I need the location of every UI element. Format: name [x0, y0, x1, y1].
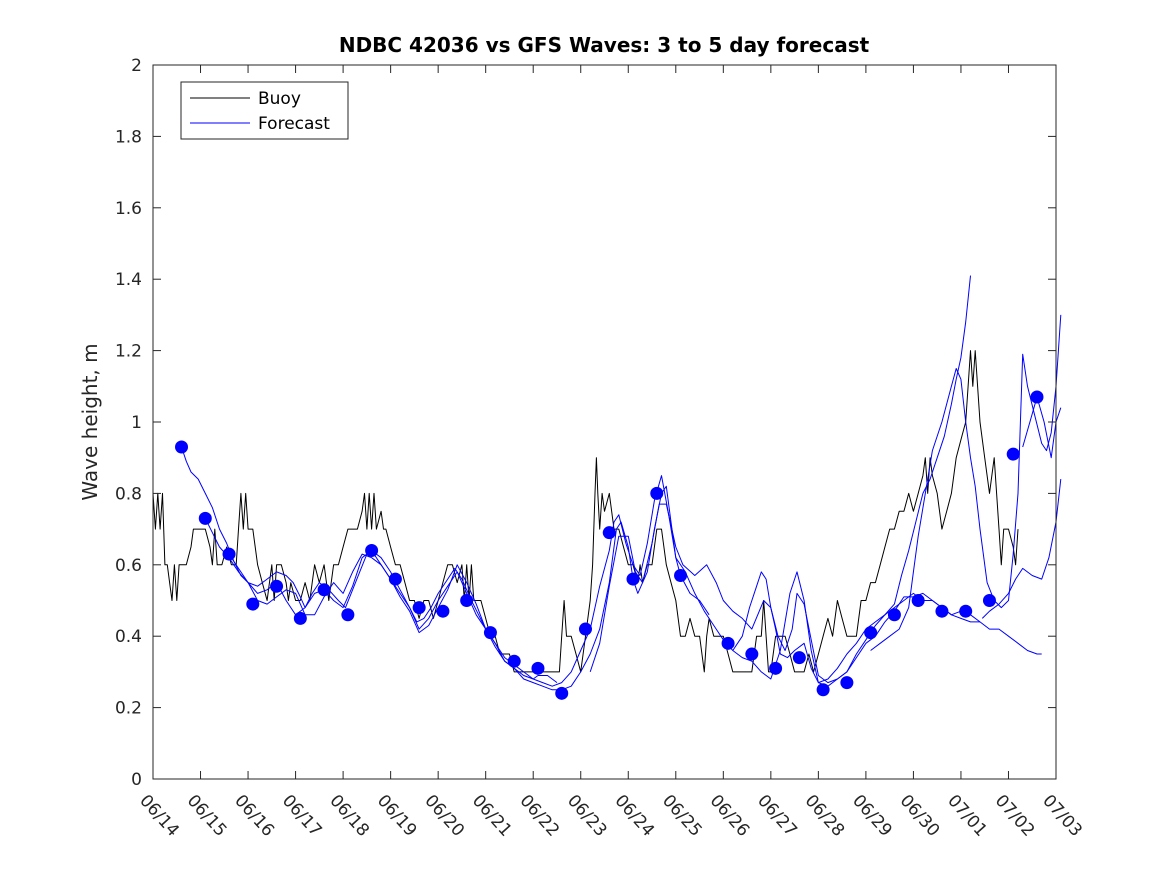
- y-tick-label: 0.2: [115, 699, 142, 719]
- forecast-marker-point: [626, 572, 640, 586]
- legend-label-forecast: Forecast: [258, 114, 330, 134]
- x-tick-label: 06/30: [896, 791, 944, 841]
- forecast-marker-point: [816, 683, 830, 697]
- x-tick-label: 06/27: [753, 791, 801, 841]
- forecast-marker-point: [602, 526, 616, 540]
- forecast-marker-point: [840, 676, 854, 690]
- forecast-marker-point: [246, 597, 260, 611]
- buoy-series-line: [152, 350, 1019, 673]
- forecast-marker-point: [769, 661, 783, 675]
- forecast-marker-point: [412, 601, 426, 615]
- forecast-marker-point: [721, 636, 735, 650]
- forecast-series-line: [204, 485, 710, 691]
- y-tick-label: 1.4: [115, 270, 142, 290]
- forecast-marker-point: [864, 626, 878, 640]
- y-tick-label: 0.6: [115, 556, 142, 576]
- x-tick-label: 06/24: [611, 791, 659, 841]
- forecast-marker-point: [911, 594, 925, 607]
- x-tick-label: 06/23: [563, 791, 611, 841]
- y-tick-label: 2: [131, 56, 142, 76]
- legend: Buoy Forecast: [180, 81, 349, 140]
- x-tick-label: 06/22: [515, 791, 563, 841]
- y-tick-label: 1.6: [115, 199, 142, 219]
- x-tick-label: 06/20: [420, 791, 468, 841]
- forecast-marker-point: [792, 651, 806, 665]
- y-tick-label: 0.4: [115, 627, 142, 647]
- y-axis: 0 0.2 0.4 0.6 0.8 1 1.2 1.4 1.6 1.8 2: [115, 56, 1056, 790]
- x-tick-label: 06/18: [325, 791, 373, 841]
- forecast-marker-point: [341, 608, 355, 622]
- x-tick-label: 06/26: [706, 791, 754, 841]
- x-tick-label: 06/15: [183, 791, 231, 841]
- x-tick-label: 07/02: [991, 791, 1039, 841]
- forecast-series-line: [870, 314, 1062, 651]
- x-tick-label: 06/29: [848, 791, 896, 841]
- forecast-marker-point: [555, 686, 569, 700]
- x-tick-label: 06/21: [468, 791, 516, 841]
- forecast-marker-point: [483, 626, 497, 640]
- forecast-marker-point: [507, 654, 521, 668]
- forecast-marker-point: [365, 544, 379, 558]
- forecast-marker-point: [887, 608, 901, 622]
- forecast-marker-point: [293, 611, 307, 625]
- forecast-marker-point: [460, 594, 474, 607]
- y-tick-label: 0.8: [115, 484, 142, 504]
- x-tick-label: 06/16: [230, 791, 278, 841]
- y-tick-label: 1.2: [115, 342, 142, 362]
- forecast-series-line: [732, 275, 971, 684]
- x-tick-label: 06/28: [801, 791, 849, 841]
- x-tick-label: 06/19: [373, 791, 421, 841]
- forecast-marker-point: [436, 604, 450, 618]
- forecast-marker-point: [982, 594, 996, 607]
- forecast-marker-point: [959, 604, 973, 618]
- x-tick-label: 07/03: [1038, 791, 1086, 841]
- forecast-marker-point: [1030, 390, 1044, 404]
- x-tick-label: 07/01: [943, 791, 991, 841]
- forecast-marker-point: [270, 579, 284, 593]
- x-tick-label: 06/17: [278, 791, 326, 841]
- x-tick-label: 06/25: [658, 791, 706, 841]
- forecast-marker-point: [1006, 447, 1020, 461]
- x-tick-label: 06/14: [135, 791, 183, 841]
- forecast-marker-point: [745, 647, 759, 661]
- forecast-marker-point: [198, 511, 212, 525]
- forecast-marker-point: [175, 440, 189, 454]
- y-tick-label: 1: [131, 413, 142, 433]
- forecast-marker-point: [317, 583, 331, 597]
- legend-box: [180, 81, 349, 140]
- legend-label-buoy: Buoy: [258, 89, 301, 109]
- forecast-series-line: [981, 479, 1062, 619]
- y-tick-label: 0: [131, 770, 142, 790]
- series-layer: [152, 275, 1062, 691]
- forecast-marker-point: [935, 604, 949, 618]
- forecast-marker-point: [222, 547, 236, 561]
- forecast-marker-point: [650, 486, 664, 500]
- marker-layer: [175, 390, 1044, 700]
- y-axis-label: Wave height, m: [78, 343, 102, 500]
- forecast-marker-point: [531, 661, 545, 675]
- plot-area: [153, 65, 1056, 779]
- forecast-marker-point: [578, 622, 592, 636]
- chart-title: NDBC 42036 vs GFS Waves: 3 to 5 day fore…: [339, 33, 870, 57]
- forecast-marker-point: [674, 569, 688, 583]
- y-tick-label: 1.8: [115, 127, 142, 147]
- forecast-marker-point: [388, 572, 402, 586]
